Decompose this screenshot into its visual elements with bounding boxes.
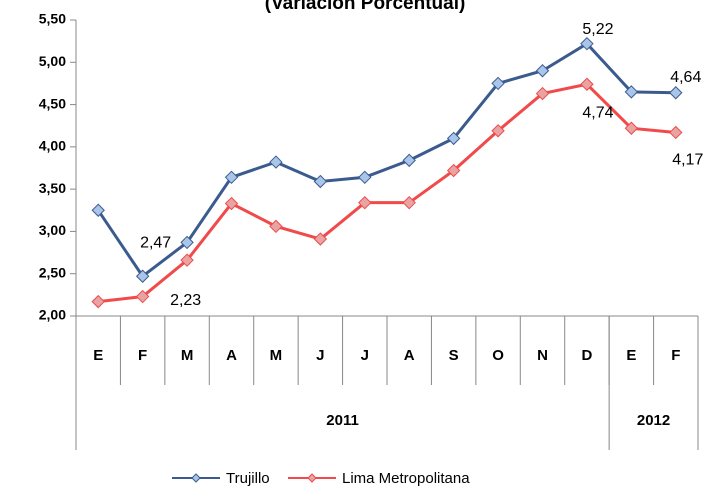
legend-label: Lima Metropolitana <box>342 470 470 487</box>
marker <box>358 170 372 185</box>
x-tick-label: S <box>449 347 459 364</box>
x-tick-label: E <box>626 347 636 364</box>
data-label: 5,22 <box>582 21 613 38</box>
series-line <box>96 41 676 279</box>
y-tick-label: 2,00 <box>39 307 66 323</box>
x-tick-label: M <box>270 347 283 364</box>
marker <box>313 174 328 189</box>
marker <box>624 85 639 99</box>
y-tick-label: 4,50 <box>39 95 66 111</box>
marker <box>135 269 150 283</box>
y-tick-label: 2,50 <box>39 264 66 280</box>
x-tick-label: A <box>404 347 415 364</box>
marker <box>669 125 683 140</box>
marker <box>446 131 461 146</box>
y-tick-label: 4,00 <box>39 138 66 154</box>
marker <box>224 196 239 211</box>
marker <box>269 219 283 234</box>
marker <box>624 121 639 135</box>
data-label: 2,47 <box>140 234 171 251</box>
marker <box>180 253 194 267</box>
y-tick-label: 3,00 <box>39 222 66 238</box>
data-label: 2,23 <box>170 292 201 309</box>
marker <box>91 203 105 217</box>
chart-title: (Variación Porcentual) <box>265 0 466 14</box>
x-tick-label: F <box>138 347 147 364</box>
marker <box>491 124 505 138</box>
data-label: 4,17 <box>672 152 703 169</box>
x-tick-label: A <box>226 347 237 364</box>
marker <box>580 77 594 91</box>
x-tick-label: M <box>181 347 194 364</box>
legend-marker <box>307 473 317 483</box>
marker <box>269 155 283 169</box>
data-label: 4,74 <box>582 104 613 121</box>
y-tick-label: 5,50 <box>39 11 66 27</box>
legend-label: Trujillo <box>226 470 270 487</box>
legend-marker <box>191 473 201 483</box>
y-tick-label: 5,00 <box>39 53 66 69</box>
marker <box>402 195 416 210</box>
marker <box>491 76 505 91</box>
marker <box>535 86 550 101</box>
x-tick-label: N <box>537 347 548 364</box>
data-label: 4,64 <box>670 69 701 86</box>
marker <box>135 289 150 304</box>
marker <box>180 235 194 250</box>
marker <box>358 195 372 210</box>
marker <box>669 86 683 100</box>
x-tick-label: J <box>361 347 369 364</box>
x-tick-label: F <box>671 347 680 364</box>
x-tick-label: O <box>492 347 504 364</box>
marker <box>402 153 416 168</box>
marker <box>313 232 328 246</box>
x-tick-label: E <box>93 347 103 364</box>
group-label: 2011 <box>326 412 359 429</box>
marker <box>224 170 239 185</box>
marker <box>91 294 105 309</box>
marker <box>446 163 461 178</box>
y-tick-label: 3,50 <box>39 180 66 196</box>
group-label: 2012 <box>637 412 670 429</box>
marker <box>580 36 594 51</box>
x-tick-label: J <box>316 347 324 364</box>
x-tick-label: D <box>582 347 593 364</box>
marker <box>535 64 550 78</box>
series-line <box>98 82 676 304</box>
